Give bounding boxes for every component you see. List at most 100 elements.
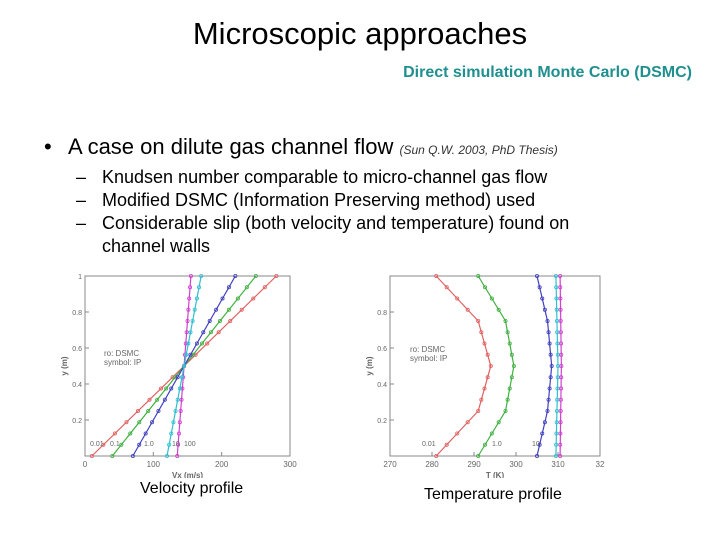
series-point [167, 442, 172, 447]
series-point [179, 397, 184, 402]
series-point [262, 285, 267, 290]
series-point [214, 307, 219, 312]
series-point [558, 274, 563, 279]
series-point [482, 341, 487, 346]
x-tick-label: 200 [215, 460, 229, 469]
series-point [119, 442, 124, 447]
x-tick-label: 0 [83, 460, 88, 469]
series-point [554, 408, 559, 413]
series-point [479, 330, 484, 335]
series-point [488, 364, 493, 369]
series-point [187, 296, 192, 301]
series-point [124, 420, 129, 425]
series-line [477, 275, 515, 457]
series-point [496, 307, 501, 312]
series-point [130, 453, 135, 458]
series-point [183, 341, 188, 346]
x-tick-label: 300 [283, 460, 297, 469]
series-point [233, 274, 238, 279]
series-point [537, 285, 542, 290]
legend-entry: ro: DSMC [410, 345, 445, 354]
series-point [548, 352, 553, 357]
series-point [175, 397, 180, 402]
series-point [465, 307, 470, 312]
series-point [507, 386, 512, 391]
series-point [173, 408, 178, 413]
series-point [169, 386, 174, 391]
series-point [559, 375, 564, 380]
series-point [476, 408, 481, 413]
y-axis-label: y (m) [365, 356, 374, 375]
series-point [476, 453, 481, 458]
series-point [542, 420, 547, 425]
series-point [483, 285, 488, 290]
series-point [509, 352, 514, 357]
series-point [558, 431, 563, 436]
series-point [548, 375, 553, 380]
series-point [253, 274, 258, 279]
y-tick-label: 1 [78, 274, 82, 281]
series-point [226, 307, 231, 312]
series-point [479, 397, 484, 402]
series-point [199, 274, 204, 279]
series-point [176, 431, 181, 436]
series-point [545, 408, 550, 413]
slide-subtitle: Direct simulation Monte Carlo (DSMC) [403, 64, 692, 81]
y-tick-label: 0.2 [72, 418, 82, 425]
plot-frame [84, 275, 291, 457]
temperature-caption: Temperature profile [424, 486, 562, 503]
series-point [171, 420, 176, 425]
series-point [455, 431, 460, 436]
series-point [173, 375, 178, 380]
series-point [193, 352, 198, 357]
series-point [194, 296, 199, 301]
series-point [147, 397, 152, 402]
series-point [465, 420, 470, 425]
series-point [546, 330, 551, 335]
series-point [244, 285, 249, 290]
series-point [546, 397, 551, 402]
series-point [179, 375, 184, 380]
series-point [235, 296, 240, 301]
series-point [205, 341, 210, 346]
series-point [137, 442, 142, 447]
series-point [178, 408, 183, 413]
series-point [220, 296, 225, 301]
series-point [505, 330, 510, 335]
series-point [190, 319, 195, 324]
y-tick-label: 0.6 [72, 346, 82, 353]
series-point [169, 431, 174, 436]
series-point [558, 285, 563, 290]
series-point [489, 296, 494, 301]
series-point [554, 307, 559, 312]
velocity-caption: Velocity profile [140, 480, 244, 497]
kn-label: 0.1 [110, 441, 120, 448]
series-point [485, 375, 490, 380]
series-point [534, 274, 539, 279]
series-point [146, 408, 151, 413]
series-point [485, 352, 490, 357]
y-tick-label: 0.8 [377, 310, 387, 317]
series-point [540, 296, 545, 301]
series-point [185, 319, 190, 324]
y-axis-label: y (m) [60, 356, 69, 375]
series-point [558, 453, 563, 458]
series-point [184, 330, 189, 335]
series-point [534, 453, 539, 458]
series-point [455, 296, 460, 301]
y-tick-label: 0.4 [72, 382, 82, 389]
series-point [511, 364, 516, 369]
series-point [228, 319, 233, 324]
series-point [482, 386, 487, 391]
x-tick-label: 270 [383, 460, 397, 469]
sub-bullet-list: – Knudsen number comparable to micro-chan… [76, 166, 632, 258]
series-point [217, 319, 222, 324]
series-point [547, 341, 552, 346]
citation: (Sun Q.W. 2003, PhD Thesis) [399, 143, 558, 157]
kn-label: 100 [184, 441, 196, 448]
series-point [143, 431, 148, 436]
series-point [554, 319, 559, 324]
series-point [89, 453, 94, 458]
series-point [162, 397, 167, 402]
series-point [559, 352, 564, 357]
